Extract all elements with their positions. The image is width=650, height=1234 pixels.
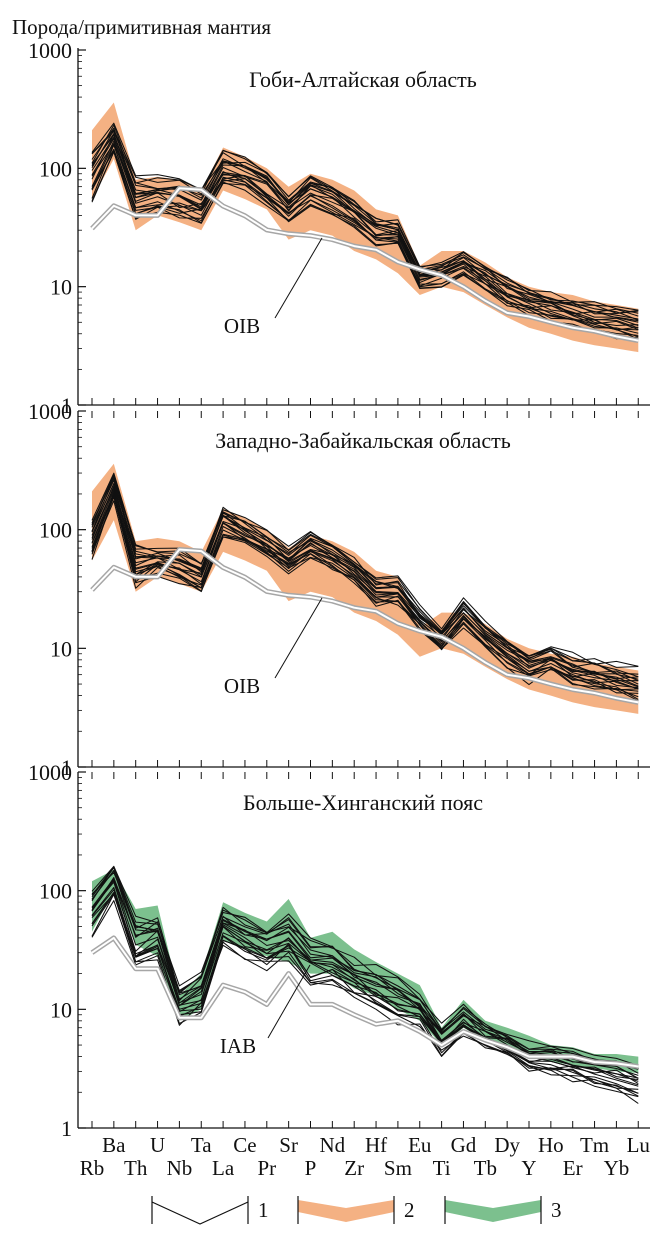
legend-item-3: 3: [444, 1196, 562, 1224]
y-tick-label: 1000: [28, 760, 72, 785]
panel-title-greater-khingan: Больше-Хинганский пояс: [243, 790, 483, 815]
y-tick-label: 10: [50, 997, 72, 1022]
sample-line: [91, 867, 639, 1069]
y-tick-label: 100: [39, 518, 72, 543]
legend-band-swatch: [298, 1200, 394, 1222]
sample-line: [91, 138, 639, 330]
element-label: Tb: [474, 1156, 497, 1180]
sample-line: [91, 866, 639, 1070]
element-label: Eu: [408, 1133, 432, 1157]
sample-line: [91, 472, 639, 668]
legend-item-1: 1: [151, 1196, 269, 1225]
sample-line: [91, 892, 639, 1090]
y-axis-label: Порода/примитивная мантия: [12, 15, 271, 39]
sample-line: [91, 866, 639, 1070]
sample-line: [91, 878, 639, 1081]
y-tick-label: 100: [39, 879, 72, 904]
reference-label-OIB: OIB: [224, 674, 260, 698]
sample-line: [91, 493, 639, 690]
element-label: Dy: [494, 1133, 520, 1157]
element-label: Ta: [191, 1133, 212, 1157]
reference-line-inner: [91, 187, 639, 342]
reference-leader-line: [274, 597, 323, 679]
sample-line: [91, 475, 639, 675]
panel-title-gobi-altai: Гоби-Алтайская область: [249, 67, 477, 92]
element-label: Zr: [344, 1156, 364, 1180]
element-label: Nd: [320, 1133, 346, 1157]
legend-band-swatch: [445, 1200, 541, 1222]
reference-leader-line: [274, 237, 323, 319]
y-tick-label: 10: [50, 275, 72, 300]
legend: 1 2 3: [151, 1196, 562, 1225]
y-tick-label: 1000: [28, 38, 72, 63]
y-tick-label: 1: [61, 755, 72, 780]
sample-line: [91, 129, 639, 315]
reference-line-inner: [91, 936, 639, 1068]
element-label: Ce: [233, 1133, 256, 1157]
element-label: Sr: [279, 1133, 298, 1157]
element-label: Tm: [580, 1133, 609, 1157]
legend-sample-line: [151, 1201, 249, 1225]
sample-line: [91, 136, 639, 327]
y-tick-label: 100: [39, 156, 72, 181]
element-label: P: [305, 1156, 317, 1180]
element-label: Er: [563, 1156, 583, 1180]
element-label: Lu: [627, 1133, 650, 1157]
sample-line: [91, 122, 639, 314]
reference-label-OIB: OIB: [224, 314, 260, 338]
panel-title-west-transbaikal: Западно-Забайкальская область: [215, 428, 510, 453]
element-label: Nb: [167, 1156, 193, 1180]
element-label: Pr: [257, 1156, 276, 1180]
sample-line: [91, 143, 639, 327]
sample-line: [91, 881, 639, 1085]
element-label: Ti: [433, 1156, 451, 1180]
reference-label-IAB: IAB: [220, 1034, 256, 1058]
element-label: Yb: [604, 1156, 630, 1180]
panel-gobi-altai: Гоби-Алтайская область 1 10 100 1000 OIB: [28, 38, 650, 418]
element-label: Th: [124, 1156, 148, 1180]
sample-line: [91, 486, 639, 690]
element-labels: Ba U Ta Ce Sr Nd Hf Eu Gd Dy Ho Tm Lu Rb Th Nb La Pr P Zr Sm…: [80, 1133, 650, 1180]
element-label: La: [212, 1156, 235, 1180]
element-label: Hf: [365, 1133, 387, 1157]
element-label: Gd: [451, 1133, 477, 1157]
element-label: Ba: [102, 1133, 126, 1157]
sample-line: [91, 487, 639, 687]
sample-line: [91, 491, 639, 692]
panel-greater-khingan: Больше-Хинганский пояс 1 10 100 1000 IAB: [28, 760, 650, 1141]
reference-line-inner: [91, 548, 639, 704]
y-tick-label: 10: [50, 636, 72, 661]
sample-line: [91, 889, 639, 1087]
legend-number: 2: [404, 1198, 415, 1222]
sample-line: [91, 893, 639, 1094]
panel-west-transbaikal: Западно-Забайкальская область 1 10 100 1000…: [28, 399, 650, 780]
element-label: Y: [521, 1156, 536, 1180]
element-label: U: [150, 1133, 165, 1157]
element-label: Ho: [538, 1133, 564, 1157]
legend-number: 1: [258, 1198, 269, 1222]
sample-line: [91, 872, 639, 1074]
y-tick-label: 1: [61, 393, 72, 418]
reference-leader-line: [267, 964, 311, 1039]
sample-line: [91, 148, 639, 331]
element-label: Rb: [80, 1156, 105, 1180]
sample-line: [91, 865, 639, 1066]
legend-number: 3: [551, 1198, 562, 1222]
sample-line: [91, 493, 639, 694]
y-tick-label: 1000: [28, 399, 72, 424]
element-label: Sm: [384, 1156, 412, 1180]
y-tick-label: 1: [61, 1116, 72, 1141]
sample-line: [91, 485, 639, 682]
legend-item-2: 2: [297, 1196, 415, 1224]
sample-line: [91, 479, 639, 680]
